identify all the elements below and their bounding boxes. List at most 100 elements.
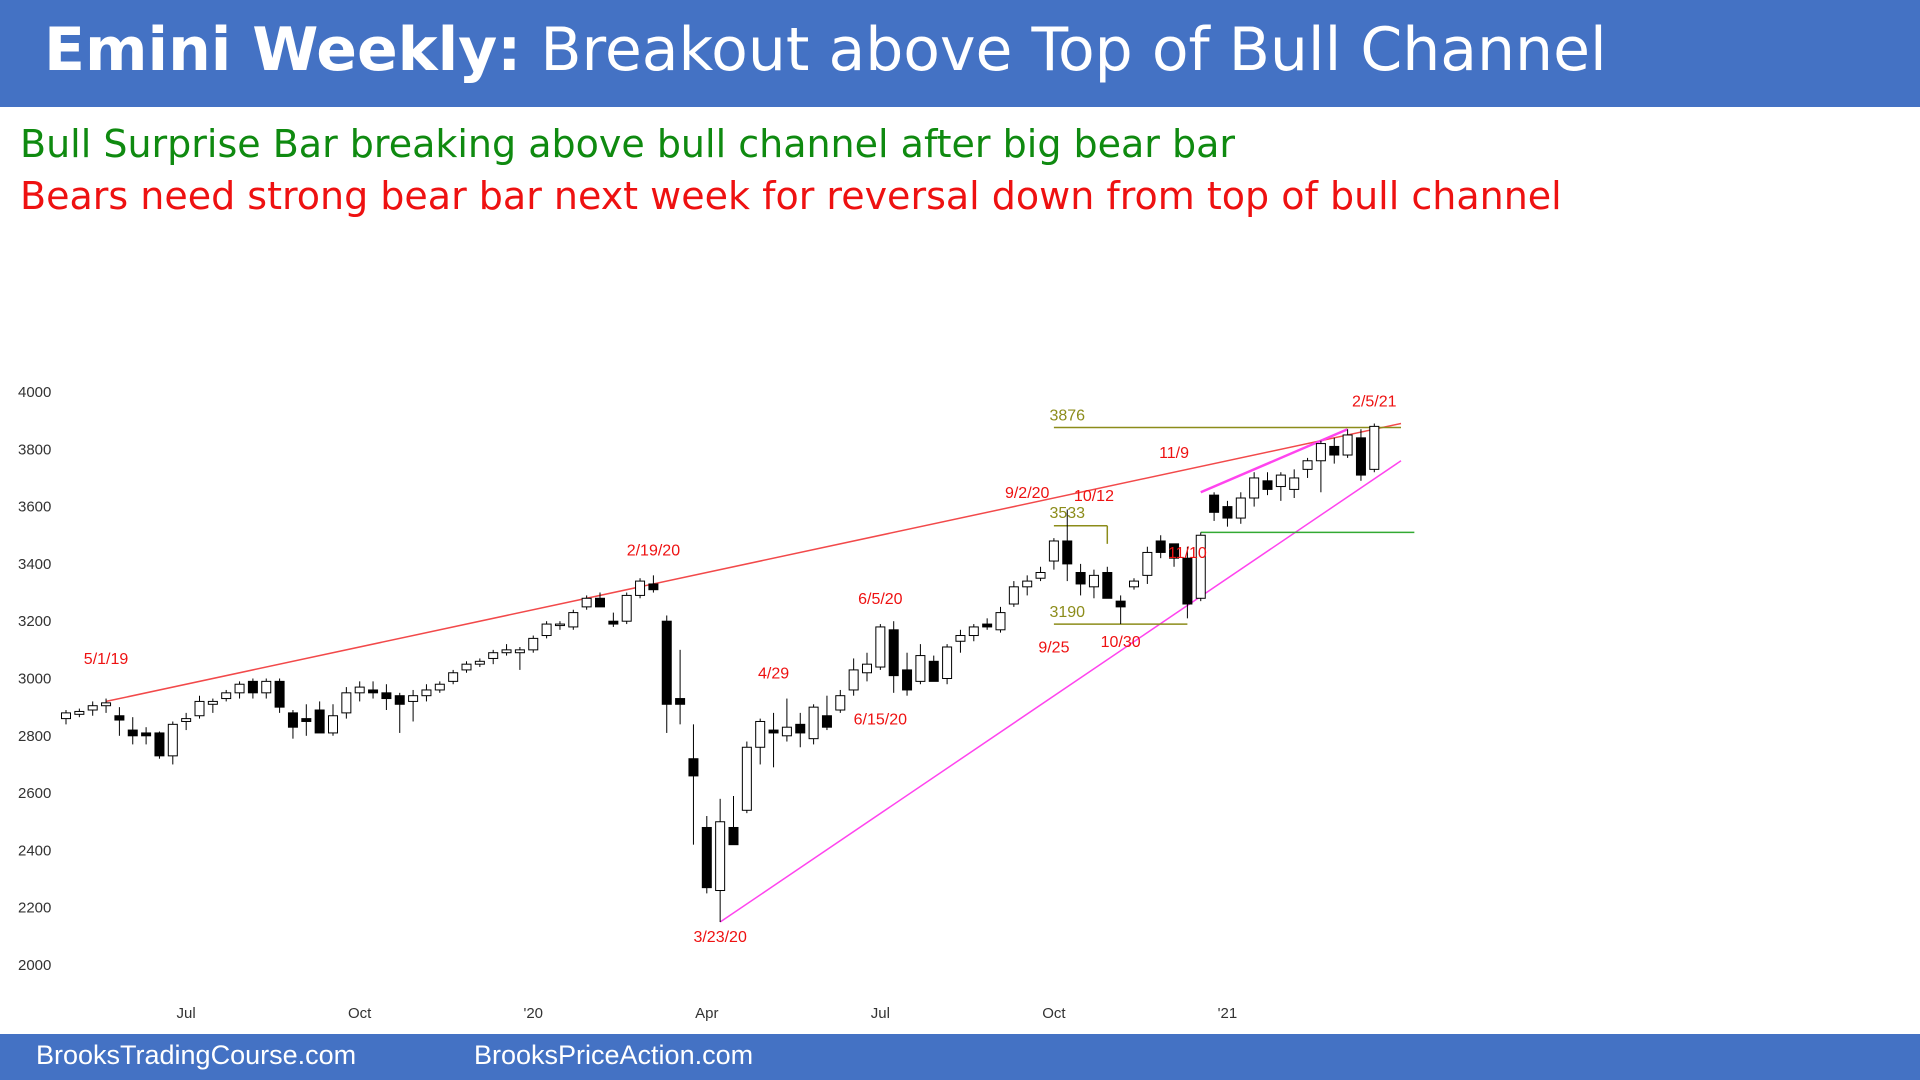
- bull-candle-body: [488, 652, 499, 659]
- candle: [968, 624, 979, 642]
- candle: [221, 689, 232, 702]
- x-tick-label: Jul: [871, 1005, 890, 1022]
- bull-candle-body: [1369, 425, 1380, 470]
- wedge-top-line: [1200, 428, 1349, 494]
- candle: [448, 669, 459, 685]
- bull-candle-body: [781, 726, 792, 737]
- candle: [261, 678, 272, 699]
- candle: [514, 646, 525, 670]
- candle: [141, 727, 152, 745]
- candle: [474, 658, 485, 668]
- candle: [755, 718, 766, 765]
- x-axis: Jul Oct '20 Apr Jul Oct '21: [177, 1005, 1238, 1022]
- candle: [301, 704, 312, 736]
- candle: [554, 621, 565, 630]
- candle: [915, 644, 926, 685]
- bull-candle-body: [621, 594, 632, 622]
- candle: [581, 595, 592, 610]
- x-tick-label: Oct: [348, 1005, 372, 1022]
- candle: [1262, 472, 1273, 496]
- candle: [875, 624, 886, 670]
- bull-candle-body: [968, 626, 979, 637]
- bear-candle-body: [381, 692, 392, 700]
- annotation-label: 2/5/21: [1352, 393, 1397, 410]
- x-tick-label: Jul: [177, 1005, 196, 1022]
- bull-candle-body: [1342, 434, 1353, 456]
- candle: [768, 712, 779, 768]
- candle: [101, 698, 112, 713]
- annotation-label: 11/9: [1159, 445, 1189, 462]
- annotation-label: 3533: [1049, 505, 1085, 522]
- bear-candle-body: [795, 723, 806, 734]
- footer-site-right: BrooksPriceAction.com: [474, 1040, 754, 1070]
- bull-candle-body: [501, 649, 512, 654]
- candle: [1289, 469, 1300, 499]
- bull-candle-body: [341, 692, 352, 714]
- candle: [207, 698, 218, 713]
- candle: [154, 731, 165, 759]
- bull-candle-body: [434, 683, 445, 691]
- candle: [1048, 538, 1059, 570]
- page-title: Emini Weekly: Breakout above Top of Bull…: [44, 14, 1607, 86]
- candles: [61, 423, 1380, 923]
- bear-candle-body: [1182, 557, 1193, 605]
- bear-candle-body: [1169, 543, 1180, 559]
- bear-candle-body: [595, 597, 605, 608]
- bull-candle-body: [408, 695, 419, 702]
- candle: [902, 652, 913, 696]
- candle: [1088, 569, 1099, 599]
- candle: [781, 698, 792, 742]
- candle: [1142, 546, 1153, 584]
- annotation-label: 2/19/20: [627, 542, 680, 559]
- bull-candle-body: [461, 663, 472, 671]
- candle: [434, 681, 445, 693]
- bull-candle-body: [207, 700, 218, 705]
- bull-candle-body: [1275, 474, 1286, 488]
- bull-candle-body: [1008, 586, 1019, 605]
- y-tick-label: 2200: [18, 900, 51, 917]
- candle: [1129, 578, 1139, 590]
- candle: [715, 798, 726, 923]
- bear-candle-body: [928, 660, 939, 682]
- candle: [995, 606, 1006, 633]
- bear-candle-body: [287, 712, 298, 728]
- candle: [114, 707, 125, 736]
- candle: [167, 721, 178, 765]
- candle: [1062, 509, 1073, 582]
- candle: [87, 701, 98, 716]
- bull-candle-body: [474, 660, 485, 665]
- bull-candle-body: [942, 646, 953, 679]
- candle: [1235, 492, 1246, 524]
- candle: [741, 741, 752, 814]
- annotation-label: 6/15/20: [854, 711, 907, 728]
- candle: [1035, 566, 1046, 582]
- bull-candle-body: [755, 720, 766, 748]
- y-tick-label: 4000: [18, 384, 51, 401]
- bull-candle-body: [167, 723, 178, 757]
- bull-candle-body: [1195, 534, 1206, 599]
- bull-candle-body: [1235, 497, 1246, 519]
- bear-candle-body: [675, 698, 686, 705]
- candle: [635, 578, 646, 599]
- candle: [568, 609, 579, 630]
- candle: [648, 575, 659, 593]
- bear-candle-body: [1115, 600, 1126, 608]
- footer-site-left: BrooksTradingCourse.com: [36, 1040, 357, 1070]
- title-bold: Emini Weekly:: [44, 15, 522, 85]
- bull-candle-body: [848, 669, 859, 691]
- y-tick-label: 2000: [18, 957, 51, 974]
- bull-candle-body: [955, 635, 966, 642]
- bull-candle-body: [514, 649, 525, 654]
- y-tick-label: 3800: [18, 441, 51, 458]
- candle: [74, 708, 85, 718]
- bear-candle-body: [608, 620, 619, 625]
- bull-candle-body: [915, 655, 926, 682]
- bear-candle-body: [1075, 571, 1086, 585]
- annotations: 5/1/19 2/19/20 3/23/20 4/29 6/5/20 6/15/20 9/2…: [84, 393, 1397, 946]
- bull-candle-body: [448, 672, 459, 682]
- bull-note: Bull Surprise Bar breaking above bull ch…: [20, 122, 1236, 166]
- candle: [621, 592, 632, 625]
- annotation-label: 9/2/20: [1005, 485, 1050, 502]
- candle: [1155, 535, 1166, 559]
- bear-candle-body: [274, 680, 285, 708]
